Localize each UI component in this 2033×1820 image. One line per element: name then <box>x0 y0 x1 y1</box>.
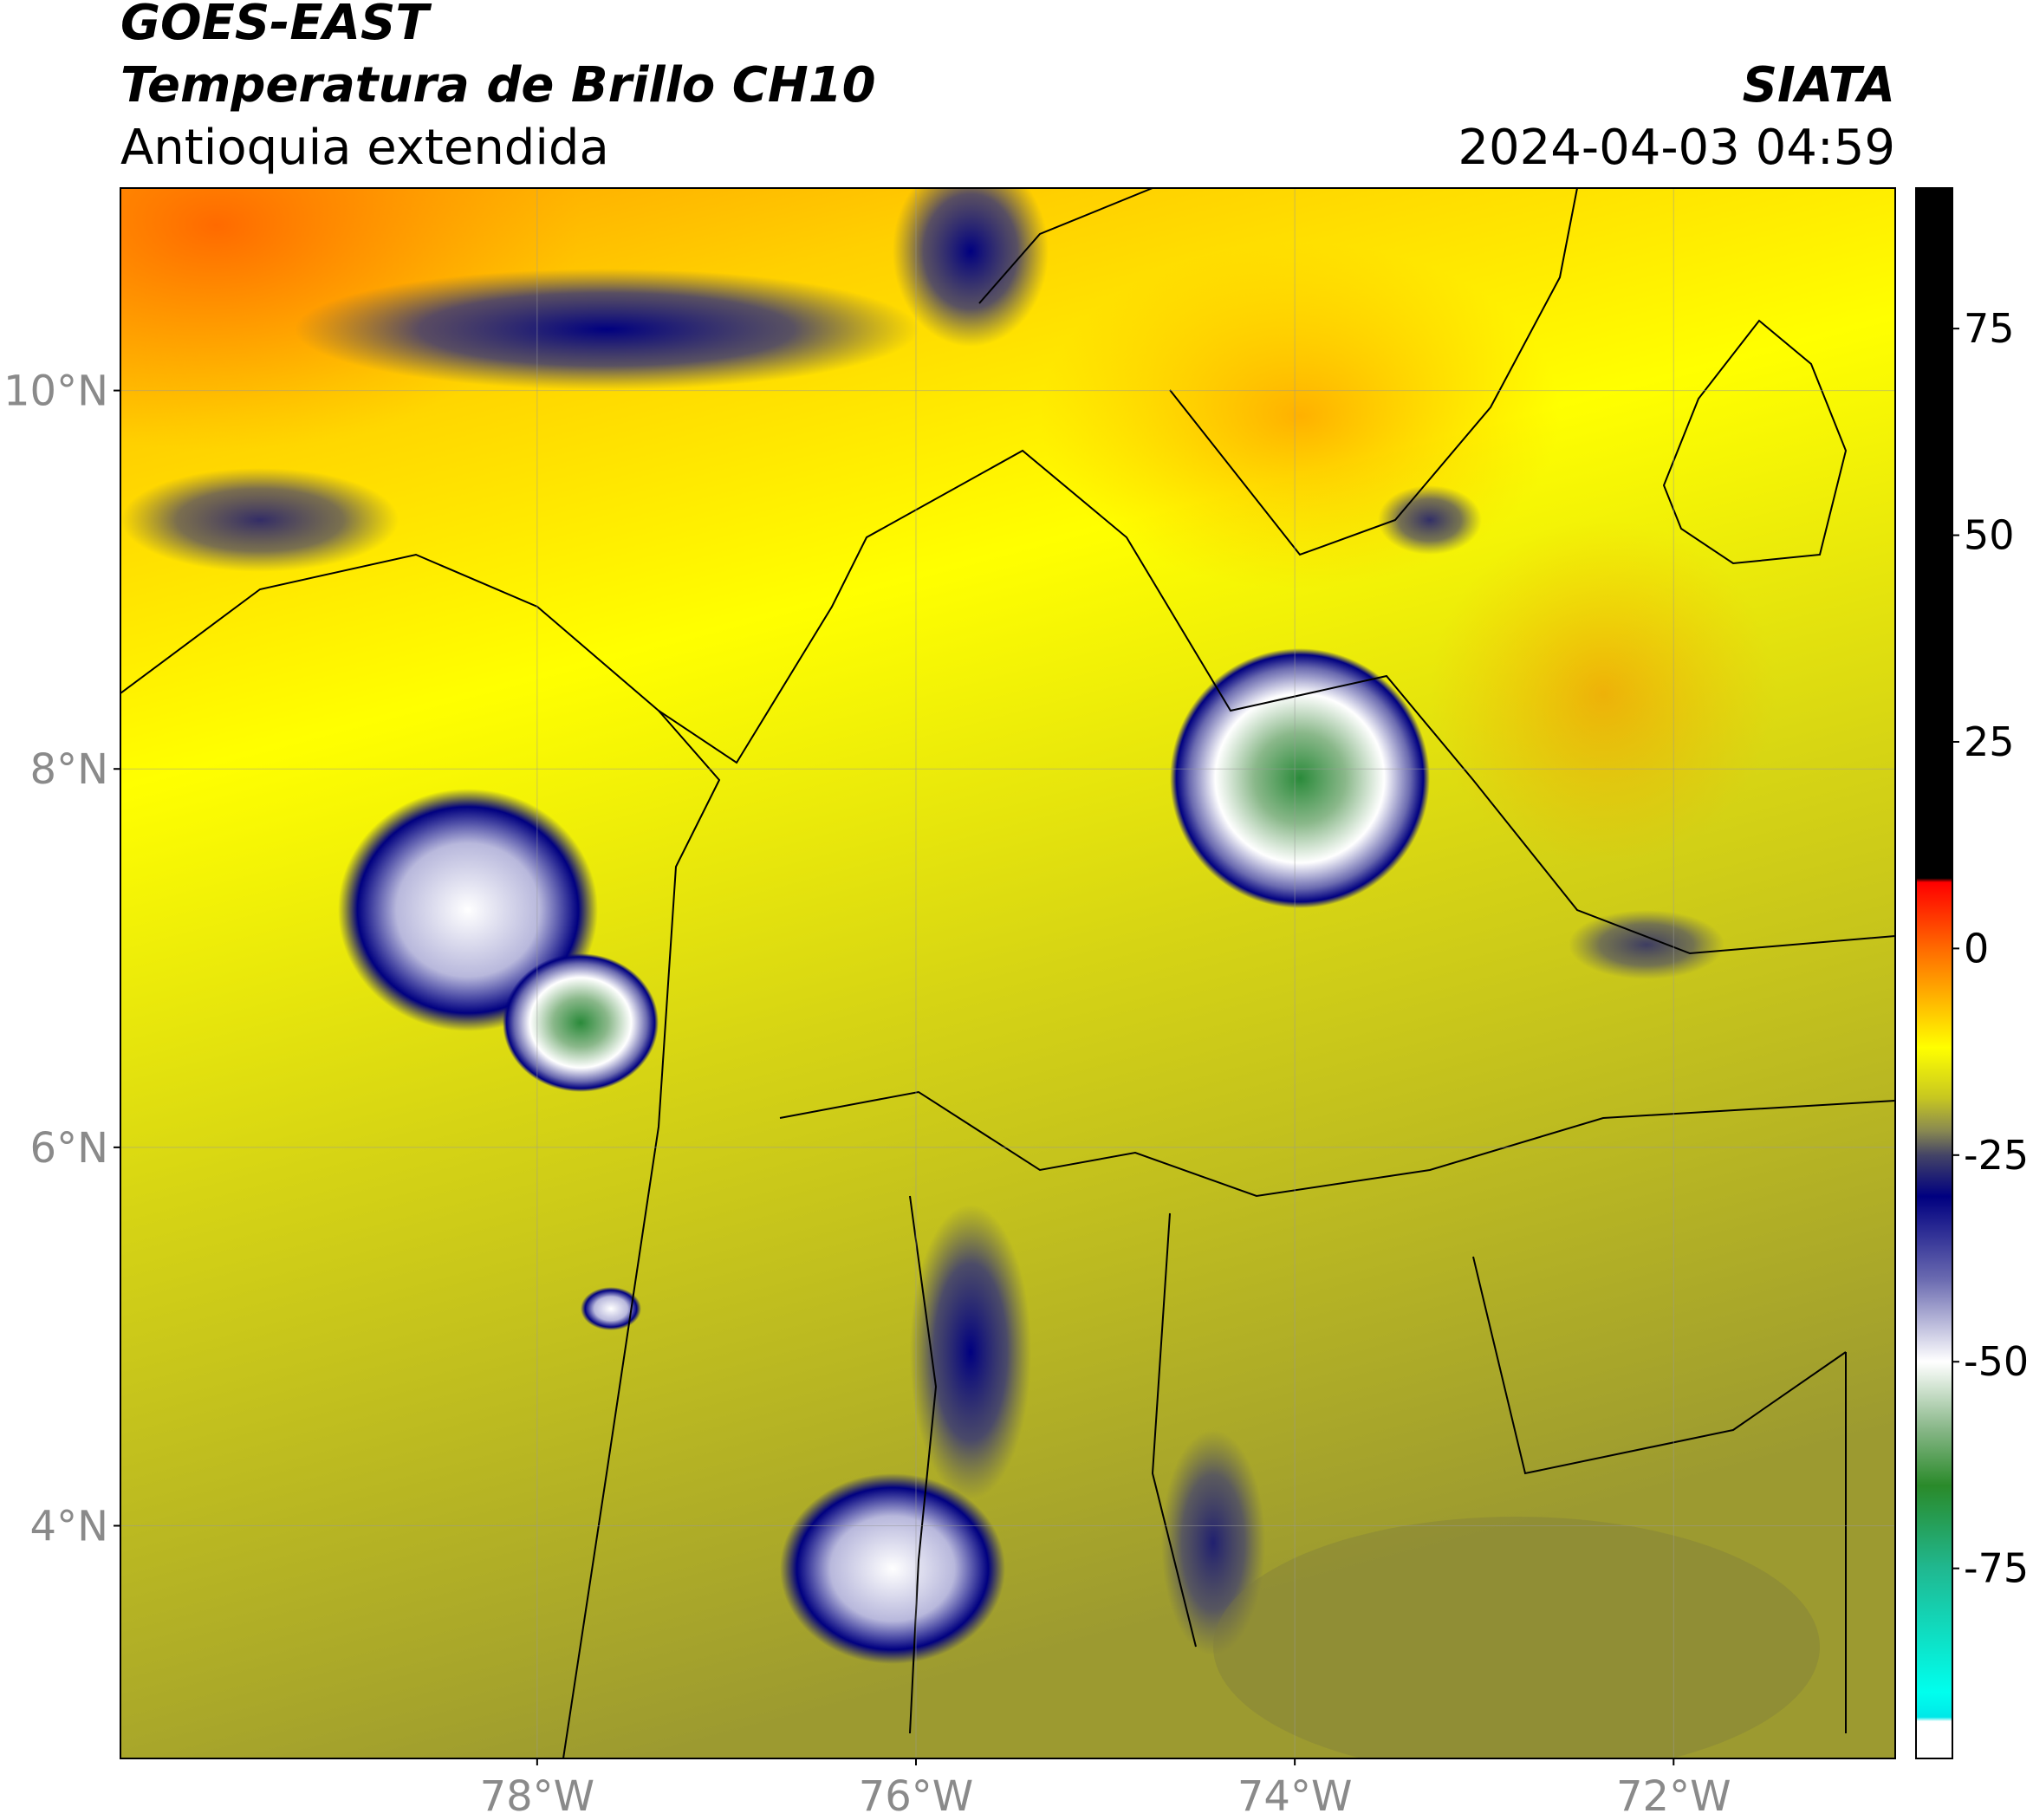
region: Antioquia extendida <box>120 120 609 176</box>
x-tick-label: 72°W <box>1616 1772 1731 1820</box>
colorbar-tick-label: -75 <box>1964 1545 2029 1592</box>
satellite-image <box>120 188 1895 1758</box>
x-tick-label: 76°W <box>859 1772 974 1820</box>
source: SIATA <box>1743 57 1895 114</box>
y-tick-label: 4°N <box>30 1502 108 1550</box>
y-tick-label: 6°N <box>30 1124 108 1173</box>
title: GOES-EAST <box>120 0 432 51</box>
colorbar-tick-label: 75 <box>1964 305 2015 352</box>
grid <box>120 188 1895 1758</box>
datetime: 2024-04-03 04:59 <box>1458 120 1895 176</box>
colorbar-tick-label: -25 <box>1964 1132 2029 1179</box>
colorbar-tick-label: -50 <box>1964 1338 2029 1385</box>
colorbar <box>1915 187 1953 1759</box>
x-tick-label: 78°W <box>480 1772 595 1820</box>
y-tick-label: 10°N <box>3 367 108 416</box>
subtitle: Temperatura de Brillo CH10 <box>120 57 876 114</box>
map-frame <box>120 187 1896 1759</box>
x-tick-label: 74°W <box>1237 1772 1353 1820</box>
colorbar-tick-label: 25 <box>1964 718 2015 765</box>
colorbar-tick-label: 0 <box>1964 925 1989 972</box>
y-tick-label: 8°N <box>30 745 108 794</box>
colorbar-tick-label: 50 <box>1964 512 2015 559</box>
